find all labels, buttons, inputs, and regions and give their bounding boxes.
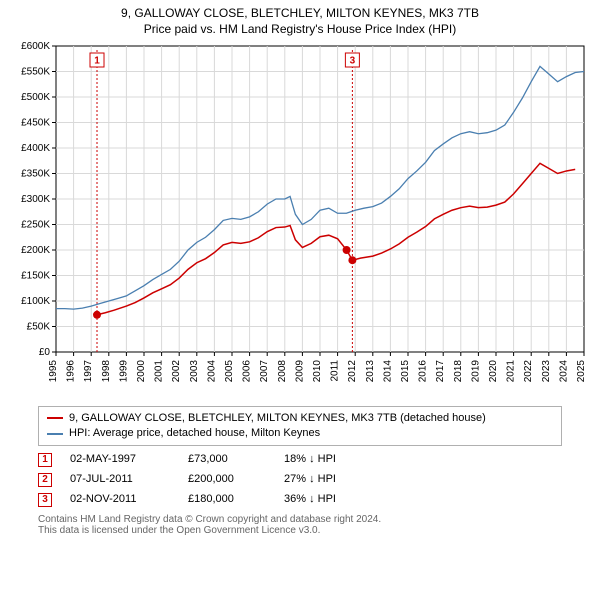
svg-text:2017: 2017: [435, 359, 446, 382]
svg-text:£600K: £600K: [21, 41, 50, 52]
svg-text:2006: 2006: [242, 359, 253, 382]
tx-delta: 27% ↓ HPI: [284, 470, 394, 490]
svg-text:£50K: £50K: [27, 321, 51, 332]
svg-text:3: 3: [350, 55, 356, 66]
svg-text:2014: 2014: [382, 359, 393, 382]
svg-text:2000: 2000: [136, 359, 147, 382]
tx-date: 07-JUL-2011: [70, 470, 170, 490]
svg-text:2018: 2018: [453, 359, 464, 382]
legend: 9, GALLOWAY CLOSE, BLETCHLEY, MILTON KEY…: [38, 406, 562, 447]
svg-text:2012: 2012: [347, 359, 358, 382]
svg-text:£250K: £250K: [21, 219, 50, 230]
svg-text:1: 1: [94, 55, 100, 66]
footnote-line2: This data is licensed under the Open Gov…: [38, 525, 562, 536]
svg-text:2004: 2004: [206, 359, 217, 382]
svg-text:£300K: £300K: [21, 194, 50, 205]
table-row: 3 02-NOV-2011 £180,000 36% ↓ HPI: [38, 490, 562, 510]
svg-text:2019: 2019: [470, 359, 481, 382]
tx-price: £180,000: [188, 490, 266, 510]
svg-text:1998: 1998: [101, 359, 112, 382]
svg-text:£350K: £350K: [21, 168, 50, 179]
tx-date: 02-MAY-1997: [70, 450, 170, 470]
tx-price: £73,000: [188, 450, 266, 470]
svg-text:£400K: £400K: [21, 143, 50, 154]
svg-text:2007: 2007: [259, 359, 270, 382]
transactions-table: 1 02-MAY-1997 £73,000 18% ↓ HPI 2 07-JUL…: [38, 450, 562, 509]
svg-text:1995: 1995: [48, 359, 59, 382]
footnote: Contains HM Land Registry data © Crown c…: [38, 514, 562, 536]
chart-title-line1: 9, GALLOWAY CLOSE, BLETCHLEY, MILTON KEY…: [8, 6, 592, 22]
svg-text:2002: 2002: [171, 359, 182, 382]
svg-text:2022: 2022: [523, 359, 534, 382]
tx-delta: 36% ↓ HPI: [284, 490, 394, 510]
line-chart: £0 £50K £100K £150K £200K £250K £300K £350K £400…: [8, 40, 592, 400]
tx-price: £200,000: [188, 470, 266, 490]
legend-label-price-paid: 9, GALLOWAY CLOSE, BLETCHLEY, MILTON KEY…: [69, 411, 486, 426]
svg-text:£200K: £200K: [21, 245, 50, 256]
svg-text:£500K: £500K: [21, 92, 50, 103]
chart-svg: £0 £50K £100K £150K £200K £250K £300K £350K £400…: [8, 40, 592, 400]
svg-text:2024: 2024: [558, 359, 569, 382]
legend-label-hpi: HPI: Average price, detached house, Milt…: [69, 426, 320, 441]
chart-title-line2: Price paid vs. HM Land Registry's House …: [8, 22, 592, 36]
svg-text:2015: 2015: [400, 359, 411, 382]
tx-delta: 18% ↓ HPI: [284, 450, 394, 470]
svg-text:1996: 1996: [66, 359, 77, 382]
tx-date: 02-NOV-2011: [70, 490, 170, 510]
tx-id-box: 3: [38, 493, 52, 507]
svg-text:1997: 1997: [83, 359, 94, 382]
svg-text:£0: £0: [39, 347, 51, 358]
svg-text:£550K: £550K: [21, 66, 50, 77]
svg-text:2016: 2016: [418, 359, 429, 382]
table-row: 1 02-MAY-1997 £73,000 18% ↓ HPI: [38, 450, 562, 470]
svg-text:2010: 2010: [312, 359, 323, 382]
svg-text:£450K: £450K: [21, 117, 50, 128]
legend-swatch-price-paid: [47, 417, 63, 419]
svg-text:£150K: £150K: [21, 270, 50, 281]
svg-text:2008: 2008: [277, 359, 288, 382]
svg-text:2021: 2021: [506, 359, 517, 382]
svg-text:£100K: £100K: [21, 296, 50, 307]
svg-text:2011: 2011: [330, 359, 341, 381]
svg-text:2009: 2009: [294, 359, 305, 382]
svg-text:2020: 2020: [488, 359, 499, 382]
tx-id-box: 2: [38, 473, 52, 487]
svg-text:2001: 2001: [154, 359, 165, 382]
svg-text:1999: 1999: [118, 359, 129, 382]
svg-text:2003: 2003: [189, 359, 200, 382]
svg-text:2025: 2025: [576, 359, 587, 382]
table-row: 2 07-JUL-2011 £200,000 27% ↓ HPI: [38, 470, 562, 490]
tx-id-box: 1: [38, 453, 52, 467]
footnote-line1: Contains HM Land Registry data © Crown c…: [38, 514, 562, 525]
svg-text:2023: 2023: [541, 359, 552, 382]
svg-text:2013: 2013: [365, 359, 376, 382]
legend-swatch-hpi: [47, 433, 63, 435]
svg-text:2005: 2005: [224, 359, 235, 382]
